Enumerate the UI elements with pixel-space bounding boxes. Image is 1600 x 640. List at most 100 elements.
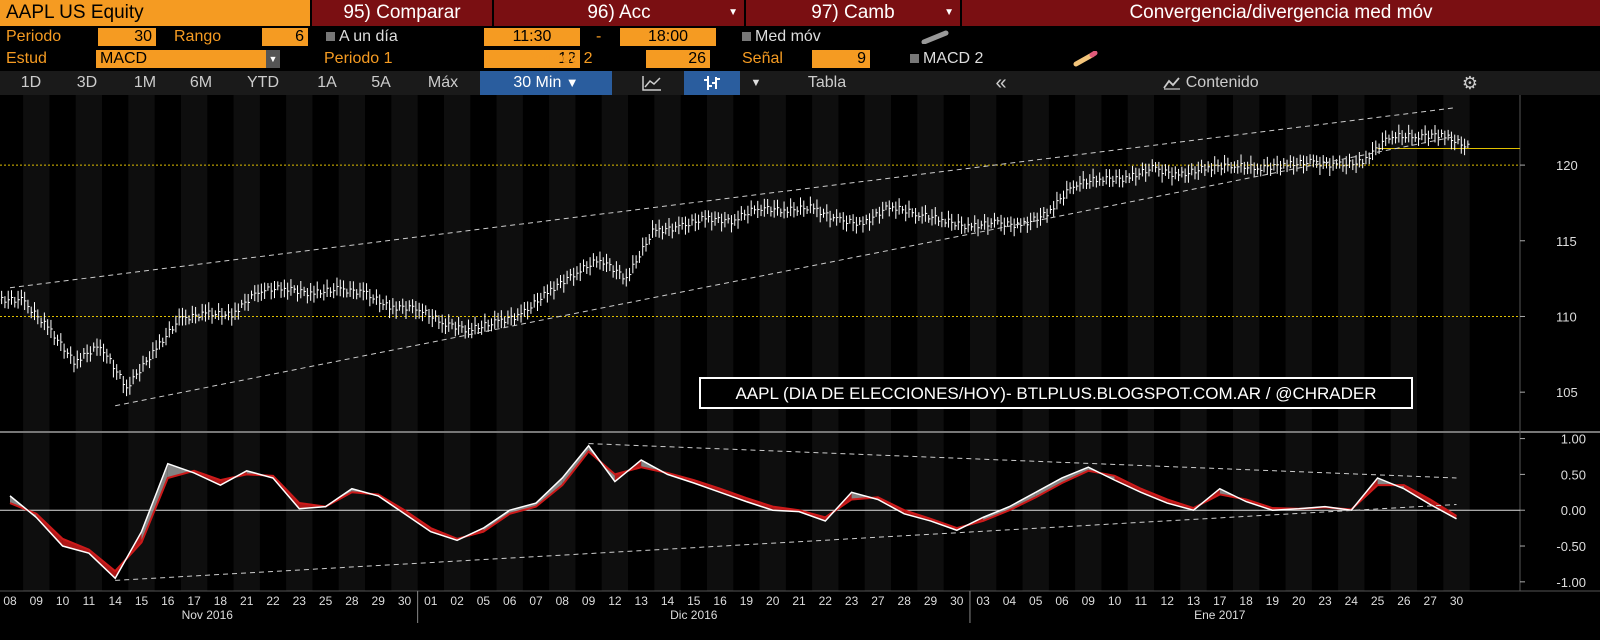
- month-label: Nov 2016: [182, 608, 234, 622]
- time-from-input[interactable]: 11:30: [484, 28, 580, 46]
- range-tab-6m[interactable]: 6M: [189, 74, 213, 91]
- date-tick-label: 28: [345, 594, 359, 608]
- range-tab-ytd[interactable]: YTD: [247, 74, 279, 91]
- security-field[interactable]: AAPL US Equity: [0, 0, 310, 26]
- date-tick-label: 05: [1029, 594, 1043, 608]
- actions-button[interactable]: 96) Acc ▼: [494, 0, 744, 26]
- compare-button[interactable]: 95) Comparar: [312, 0, 492, 26]
- macd-tick-label: 0.00: [1561, 503, 1586, 518]
- date-tick-label: 25: [319, 594, 333, 608]
- macd-tick-label: -0.50: [1556, 539, 1586, 554]
- session-band: [549, 95, 576, 591]
- session-band: [233, 95, 260, 591]
- content-label: Contenido: [1185, 74, 1259, 91]
- session-band: [654, 95, 681, 591]
- date-tick-label: 19: [740, 594, 754, 608]
- date-tick-label: 29: [372, 594, 386, 608]
- macd2-checkbox[interactable]: MACD 2: [910, 48, 983, 70]
- checkbox-icon: [326, 32, 335, 42]
- session-band: [969, 95, 997, 591]
- reference-lines: [0, 95, 1600, 592]
- date-tick-label: 30: [950, 594, 964, 608]
- date-tick-label: 15: [687, 594, 701, 608]
- price-tick-label: 105: [1556, 385, 1578, 400]
- period2-input[interactable]: 26: [646, 50, 710, 68]
- session-band: [1075, 95, 1102, 591]
- interval-select[interactable]: 30 Min ▼: [480, 71, 612, 95]
- date-tick-label: 12: [1161, 594, 1175, 608]
- date-tick-label: 22: [819, 594, 833, 608]
- date-tick-label: 08: [556, 594, 570, 608]
- date-tick-label: 01: [424, 594, 438, 608]
- date-tick-label: 13: [635, 594, 649, 608]
- price-tick-label: 115: [1556, 234, 1577, 249]
- range-tab-1d[interactable]: 1D: [20, 74, 42, 91]
- date-tick-label: 19: [1266, 594, 1280, 608]
- session-band: [75, 95, 103, 591]
- range-tab-1m[interactable]: 1M: [133, 74, 157, 91]
- time-to-input[interactable]: 18:00: [620, 28, 716, 46]
- month-label: Dic 2016: [670, 608, 718, 622]
- range-tab-5a[interactable]: 5A: [371, 74, 391, 91]
- date-tick-label: 30: [398, 594, 412, 608]
- ma-checkbox[interactable]: Med móv: [742, 26, 821, 48]
- chart-type-dropdown-icon[interactable]: ▼: [750, 77, 762, 89]
- bar-chart-icon[interactable]: [684, 71, 740, 95]
- session-band: [1127, 95, 1155, 591]
- date-tick-label: 06: [1055, 594, 1069, 608]
- macd-fill-segment: [141, 463, 168, 543]
- pencil-icon[interactable]: [1072, 50, 1098, 67]
- period-input[interactable]: 30: [98, 28, 156, 46]
- session-band: [338, 95, 366, 591]
- signal-input[interactable]: 9: [812, 50, 870, 68]
- date-tick-label: 26: [1397, 594, 1411, 608]
- table-button[interactable]: Tabla: [807, 74, 847, 91]
- date-tick-label: 22: [266, 594, 280, 608]
- period1-label: Periodo 1: [324, 50, 393, 67]
- date-tick-label: 12: [608, 594, 622, 608]
- price-axis: 105 110 115 120: [1520, 158, 1578, 400]
- date-tick-label: 25: [1371, 594, 1385, 608]
- dropdown-icon: ▼: [728, 7, 738, 18]
- date-tick-label: 10: [1108, 594, 1122, 608]
- range-tab-1a[interactable]: 1A: [317, 74, 337, 91]
- pen-icon[interactable]: [920, 30, 950, 45]
- settings-gear-icon[interactable]: ⚙: [1461, 73, 1479, 93]
- session-band: [864, 95, 892, 591]
- line-chart-icon[interactable]: [632, 71, 672, 95]
- session-band: [759, 95, 786, 591]
- session-band: [706, 95, 734, 591]
- macd-tick-label: -1.00: [1556, 575, 1586, 590]
- price-trendlines: [9, 107, 1457, 407]
- range-input[interactable]: 6: [262, 28, 308, 46]
- change-button[interactable]: 97) Camb ▼: [746, 0, 960, 26]
- chart-toolbar: 1D 3D 1M 6M YTD 1A 5A Máx 30 Min ▼ ▼ Tab…: [0, 71, 1600, 95]
- macd-trendline: [115, 503, 1457, 581]
- macd-panel: [0, 443, 1520, 581]
- date-tick-label: 23: [1318, 594, 1332, 608]
- date-tick-label: 09: [582, 594, 596, 608]
- intraday-checkbox[interactable]: A un día: [326, 26, 398, 48]
- content-chart-icon: [1163, 77, 1181, 90]
- date-axis: 08 09 10 11 14 15 16 17 18 21 22 23 25 28 29 30 01 02 05 06…: [3, 591, 1463, 623]
- period1-input[interactable]: 12: [484, 50, 580, 68]
- triangle-down-icon: ▼: [565, 75, 579, 90]
- date-tick-label: 24: [1345, 594, 1359, 608]
- session-band: [286, 95, 313, 591]
- date-tick-label: 11: [83, 594, 96, 608]
- collapse-button[interactable]: «: [995, 72, 1007, 94]
- range-tab-max[interactable]: Máx: [427, 74, 459, 91]
- macd-axis: 1.00 0.50 0.00 -0.50 -1.00: [1520, 432, 1586, 590]
- range-tab-3d[interactable]: 3D: [76, 74, 98, 91]
- content-button[interactable]: Contenido: [1136, 71, 1286, 95]
- date-tick-label: 02: [450, 594, 464, 608]
- date-tick-label: 23: [293, 594, 307, 608]
- chevron-down-icon: ▼: [266, 50, 280, 68]
- date-tick-label: 20: [766, 594, 780, 608]
- ma-label: Med móv: [755, 28, 821, 45]
- study-select[interactable]: MACD ▼: [96, 50, 280, 68]
- date-tick-label: 21: [240, 594, 254, 608]
- annotation-text: AAPL (DIA DE ELECCIONES/HOY)- BTLPLUS.BL…: [735, 384, 1376, 403]
- dropdown-icon: ▼: [944, 7, 954, 18]
